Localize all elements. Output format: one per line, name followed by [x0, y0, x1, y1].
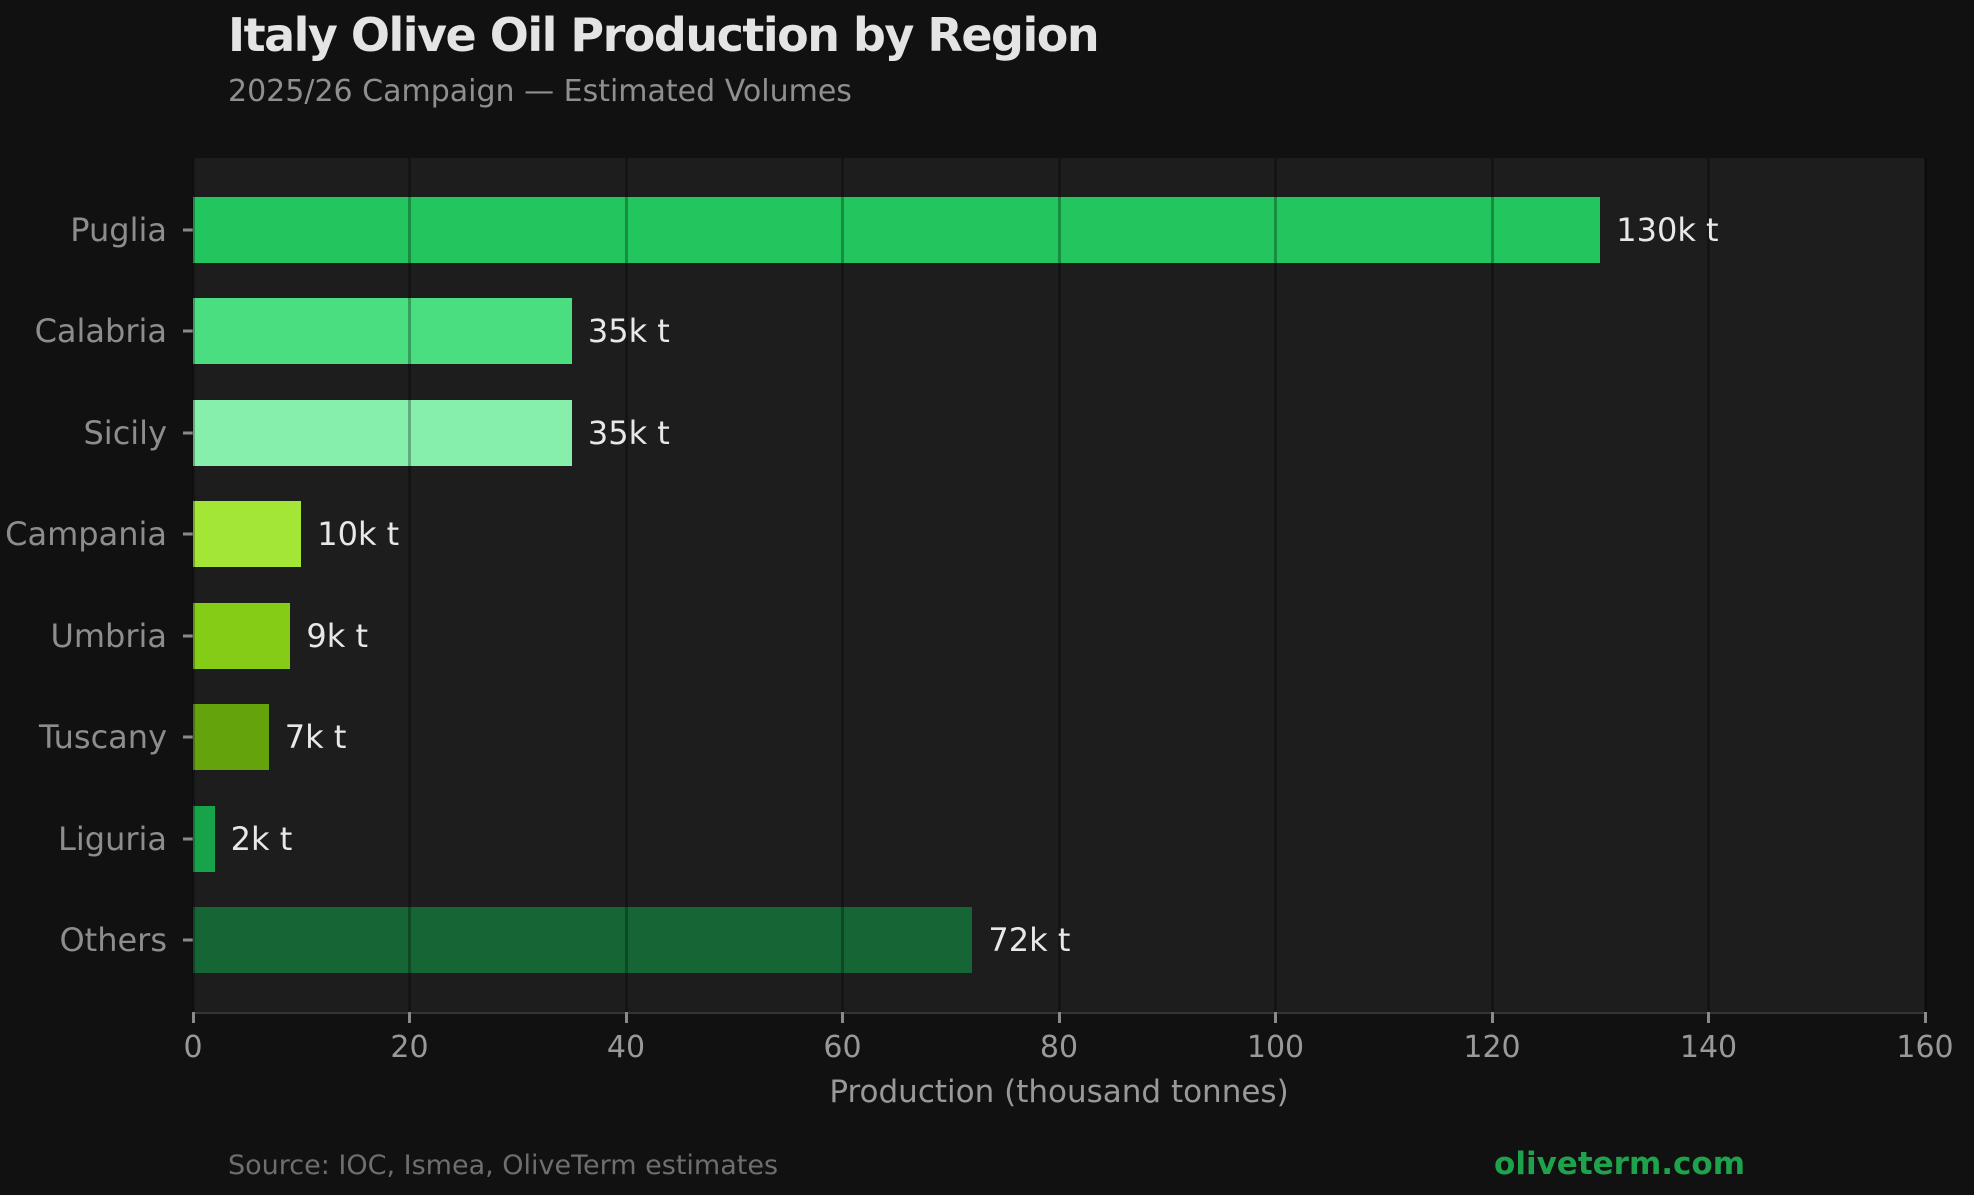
bar-puglia — [193, 196, 1601, 263]
value-label: 9k t — [306, 616, 369, 655]
value-label: 35k t — [587, 413, 670, 452]
bar-row-calabria: Calabria 35k t — [35, 281, 1925, 383]
gridline-x-100 — [1274, 158, 1277, 1012]
gridline-x-80 — [1057, 158, 1061, 1012]
bar-others — [193, 907, 973, 974]
bar-row-sicily: Sicily 35k t — [83, 382, 1925, 484]
bar-row-liguria: Liguria 2k t — [58, 788, 1925, 890]
x-tick-label-60: 60 — [823, 1030, 862, 1065]
source-note: Source: IOC, Ismea, OliveTerm estimates — [228, 1150, 779, 1181]
bar-row-umbria: Umbria 9k t — [50, 585, 1925, 687]
x-axis-tick-140 — [1707, 1012, 1710, 1023]
plot-area: Production (thousand tonnes) 0 20 40 60 80 10… — [5, 158, 1954, 1110]
y-axis-tick — [183, 735, 193, 739]
y-axis-tick — [183, 329, 193, 333]
y-axis-label: Campania — [5, 515, 167, 554]
y-axis-label: Liguria — [58, 819, 167, 858]
gridline-x-60 — [841, 158, 844, 1012]
bar-row-others: Others 72k t — [59, 890, 1925, 992]
value-label: 10k t — [317, 515, 400, 554]
x-tick-label-100: 100 — [1246, 1030, 1305, 1065]
value-label: 130k t — [1616, 210, 1719, 249]
x-axis-tick-0 — [191, 1012, 195, 1023]
y-axis-label: Sicily — [83, 413, 167, 452]
x-tick-label-80: 80 — [1039, 1030, 1079, 1065]
y-axis-tick — [183, 431, 193, 435]
bar-campania — [193, 501, 302, 568]
y-axis-label: Tuscany — [38, 718, 167, 757]
y-axis-label: Umbria — [50, 616, 167, 655]
x-tick-label-160: 160 — [1896, 1030, 1954, 1065]
chart-title: Italy Olive Oil Production by Region — [228, 8, 1100, 62]
gridline-x-0 — [191, 158, 195, 1012]
y-axis-label: Puglia — [70, 210, 167, 249]
x-tick-label-20: 20 — [390, 1030, 429, 1065]
x-axis-tick-40 — [624, 1012, 628, 1023]
y-axis-label: Calabria — [34, 312, 167, 351]
x-axis-tick-120 — [1490, 1012, 1494, 1023]
y-axis-tick — [183, 837, 193, 841]
x-axis-tick-160 — [1923, 1012, 1927, 1023]
bar-tuscany — [193, 704, 269, 771]
gridline-x-120 — [1490, 158, 1494, 1012]
y-axis-tick — [183, 938, 193, 942]
bar-liguria — [193, 805, 215, 872]
gridline-x-20 — [408, 158, 411, 1012]
x-tick-label-140: 140 — [1679, 1030, 1738, 1065]
value-label: 2k t — [230, 819, 293, 858]
bar-row-tuscany: Tuscany 7k t — [39, 687, 1925, 789]
x-axis-tick-20 — [408, 1012, 411, 1023]
x-axis-tick-80 — [1057, 1012, 1061, 1023]
x-axis-tick-60 — [841, 1012, 844, 1023]
gridline-x-160 — [1923, 158, 1927, 1012]
gridline-x-140 — [1707, 158, 1710, 1012]
y-axis-tick — [183, 634, 193, 638]
bar-row-puglia: Puglia 130k t — [70, 179, 1925, 281]
bar-sicily — [193, 399, 572, 466]
x-tick-label-0: 0 — [183, 1030, 203, 1065]
value-label: 7k t — [284, 718, 347, 757]
y-axis-label: Others — [59, 921, 167, 960]
y-axis-tick — [183, 228, 193, 232]
bar-row-campania: Campania 10k t — [5, 484, 1925, 586]
x-axis-title: Production (thousand tonnes) — [829, 1074, 1289, 1110]
brand-watermark: oliveterm.com — [1494, 1146, 1745, 1182]
gridline-x-40 — [624, 158, 628, 1012]
x-tick-label-40: 40 — [606, 1030, 646, 1065]
x-axis-tick-100 — [1274, 1012, 1277, 1023]
x-tick-label-120: 120 — [1463, 1030, 1521, 1065]
bar-umbria — [193, 602, 291, 669]
chart-subtitle: 2025/26 Campaign — Estimated Volumes — [228, 74, 852, 109]
value-label: 35k t — [587, 312, 670, 351]
y-axis-tick — [183, 532, 193, 536]
value-label: 72k t — [988, 921, 1071, 960]
bar-calabria — [193, 298, 572, 365]
